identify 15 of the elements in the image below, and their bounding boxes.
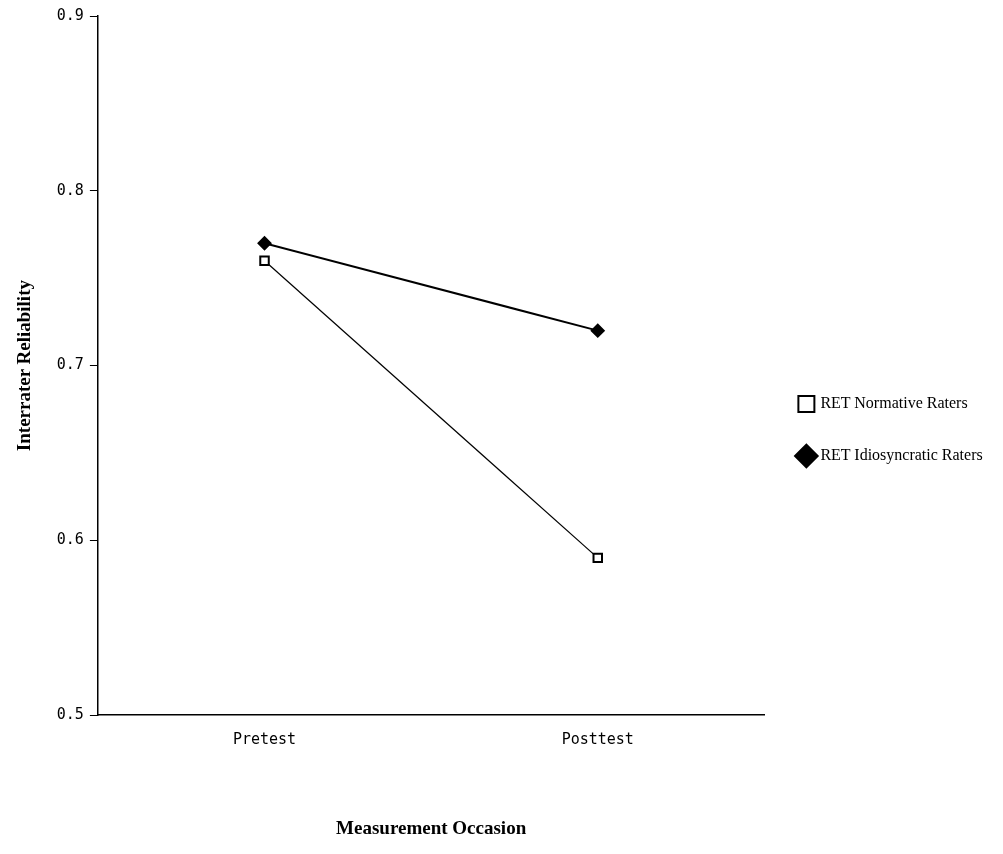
point [257,236,272,251]
legend-label: RET Normative Raters [820,394,968,412]
x-axis-title: Measurement Occasion [336,816,527,838]
x-tick-label: Posttest [561,730,634,749]
point [590,323,605,338]
legend-label: RET Idiosyncratic Raters [820,446,983,465]
point [592,552,603,564]
y-tick-label: 0.8 [56,180,84,199]
y-tick-label: 0.9 [56,5,84,24]
y-axis-title: Interrater Reliability [13,279,35,452]
y-tick-label: 0.7 [56,355,84,374]
x-tick-label: Pretest [232,730,297,749]
point [259,255,270,266]
y-tick-label: 0.6 [56,530,84,549]
y-tick-label: 0.5 [56,705,84,724]
